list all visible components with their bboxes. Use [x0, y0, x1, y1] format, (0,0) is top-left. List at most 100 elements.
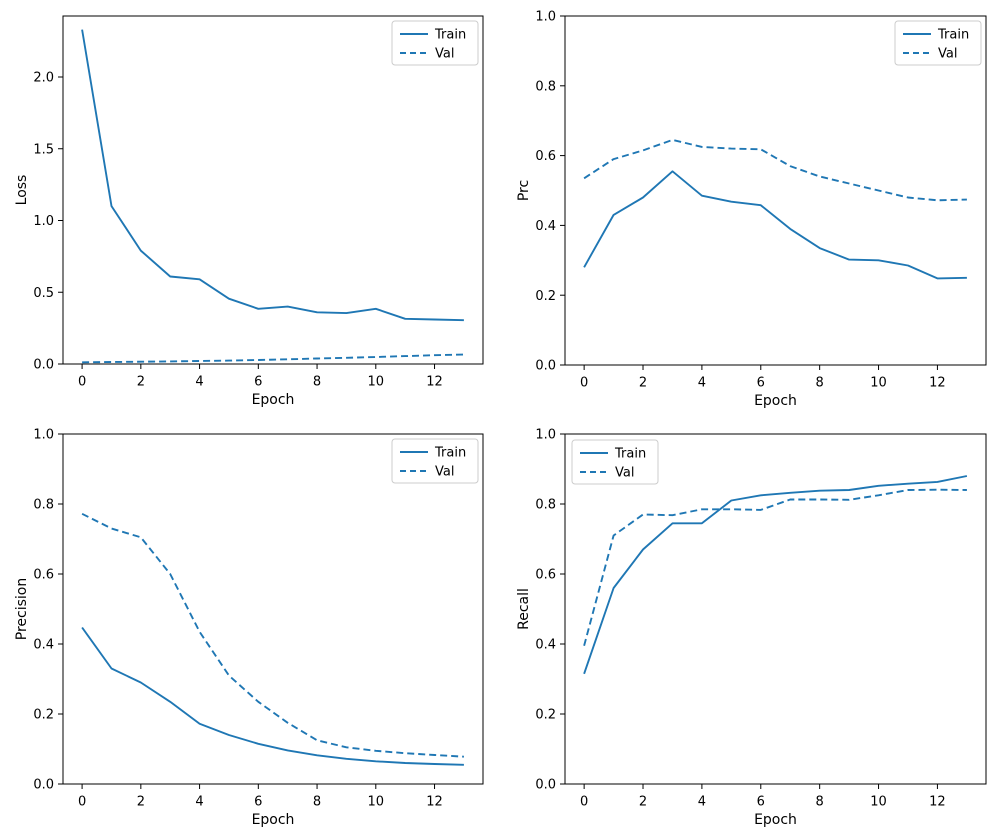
y-tick-label: 1.0: [33, 214, 54, 229]
prc-plot-area: [564, 15, 987, 366]
precision-xlabel: Epoch: [252, 812, 295, 828]
loss-train-line: [81, 29, 464, 322]
x-tick-label: 0: [78, 795, 86, 810]
precision-ylabel: Precision: [14, 578, 30, 640]
legend-box: [571, 439, 659, 485]
recall-train-line: [583, 475, 968, 675]
recall-chart: 0.0 0.2 0.4 0.6 0.8 1.0 0 2 4 6 8 10 12 Epoch Recall Tr…: [516, 428, 987, 828]
prc-legend: Train Val: [894, 20, 982, 66]
loss-plot-area: [62, 15, 484, 365]
recall-x-axis: 0 2 4 6 8 10 12: [580, 784, 946, 810]
prc-train-line: [583, 170, 967, 280]
y-tick-label: 2.0: [33, 71, 54, 86]
loss-xlabel: Epoch: [252, 392, 295, 408]
x-tick-label: 6: [757, 795, 765, 810]
loss-x-axis: 0 2 4 6 8 10 12: [78, 364, 443, 390]
x-tick-label: 12: [929, 376, 946, 391]
prc-y-axis: 0.0 0.2 0.4 0.6 0.8 1.0: [535, 10, 565, 374]
y-tick-label: 0.2: [535, 708, 556, 723]
loss-y-axis: 0.0 0.5 1.0 1.5 2.0: [33, 71, 63, 373]
y-tick-label: 0.0: [33, 778, 54, 793]
loss-ylabel: Loss: [14, 175, 30, 206]
x-tick-label: 10: [870, 795, 887, 810]
x-tick-label: 0: [78, 375, 86, 390]
x-tick-label: 4: [195, 375, 203, 390]
legend-val-label: Val: [435, 465, 454, 480]
x-tick-label: 10: [870, 376, 887, 391]
legend-train-label: Train: [937, 28, 969, 43]
x-tick-label: 12: [929, 795, 946, 810]
y-tick-label: 0.8: [535, 79, 556, 94]
x-tick-label: 12: [426, 375, 443, 390]
y-tick-label: 0.0: [535, 359, 556, 374]
x-tick-label: 8: [313, 375, 321, 390]
y-tick-label: 0.2: [535, 289, 556, 304]
x-tick-label: 8: [816, 376, 824, 391]
y-tick-label: 1.5: [33, 142, 54, 157]
prc-val-line: [583, 138, 967, 202]
x-tick-label: 6: [757, 376, 765, 391]
y-tick-label: 0.4: [535, 219, 556, 234]
x-tick-label: 6: [254, 375, 262, 390]
x-tick-label: 8: [313, 795, 321, 810]
recall-xlabel: Epoch: [754, 812, 797, 828]
x-tick-label: 4: [195, 795, 203, 810]
prc-xlabel: Epoch: [754, 393, 797, 409]
y-tick-label: 1.0: [535, 428, 556, 443]
x-tick-label: 8: [816, 795, 824, 810]
legend-train-label: Train: [614, 447, 646, 462]
x-tick-label: 10: [368, 795, 385, 810]
precision-train-line: [81, 626, 464, 766]
legend-box: [894, 20, 982, 66]
precision-chart: 0.0 0.2 0.4 0.6 0.8 1.0 0 2 4 6 8 10 12 Epoch Precisio…: [14, 428, 484, 828]
x-tick-label: 4: [698, 376, 706, 391]
x-tick-label: 2: [137, 795, 145, 810]
x-tick-label: 2: [639, 376, 647, 391]
prc-ylabel: Prc: [516, 180, 532, 201]
precision-x-axis: 0 2 4 6 8 10 12: [78, 784, 443, 810]
y-tick-label: 0.0: [33, 358, 54, 373]
legend-box: [391, 20, 479, 66]
legend-val-label: Val: [615, 466, 634, 481]
y-tick-label: 0.6: [535, 149, 556, 164]
y-tick-label: 1.0: [535, 10, 556, 25]
precision-val-line: [81, 512, 464, 758]
x-tick-label: 12: [426, 795, 443, 810]
precision-plot-area: [62, 433, 484, 785]
y-tick-label: 0.8: [33, 498, 54, 513]
prc-x-axis: 0 2 4 6 8 10 12: [580, 365, 946, 391]
legend-val-label: Val: [938, 47, 957, 62]
legend-train-label: Train: [434, 28, 466, 43]
x-tick-label: 2: [639, 795, 647, 810]
legend-train-label: Train: [434, 446, 466, 461]
y-tick-label: 0.5: [33, 286, 54, 301]
recall-ylabel: Recall: [516, 588, 532, 630]
y-tick-label: 0.2: [33, 708, 54, 723]
x-tick-label: 6: [254, 795, 262, 810]
y-tick-label: 0.6: [535, 568, 556, 583]
x-tick-label: 4: [698, 795, 706, 810]
y-tick-label: 0.4: [535, 638, 556, 653]
x-tick-label: 0: [580, 795, 588, 810]
recall-y-axis: 0.0 0.2 0.4 0.6 0.8 1.0: [535, 428, 565, 793]
legend-box: [391, 438, 479, 484]
loss-legend: Train Val: [391, 20, 479, 66]
recall-plot-area: [564, 433, 987, 785]
x-tick-label: 2: [137, 375, 145, 390]
y-tick-label: 0.4: [33, 638, 54, 653]
y-tick-label: 1.0: [33, 428, 54, 443]
loss-val-line: [82, 353, 464, 364]
legend-val-label: Val: [435, 47, 454, 62]
x-tick-label: 10: [368, 375, 385, 390]
loss-chart: 0.0 0.5 1.0 1.5 2.0 0 2 4 6 8 10 12 Epoch Loss Train Va…: [14, 15, 484, 408]
y-tick-label: 0.0: [535, 778, 556, 793]
prc-chart: 0.0 0.2 0.4 0.6 0.8 1.0 0 2 4 6 8 10 12 Epoch Prc Train…: [516, 10, 987, 409]
x-tick-label: 0: [580, 376, 588, 391]
y-tick-label: 0.6: [33, 568, 54, 583]
recall-legend: Train Val: [571, 439, 659, 485]
precision-legend: Train Val: [391, 438, 479, 484]
precision-y-axis: 0.0 0.2 0.4 0.6 0.8 1.0: [33, 428, 63, 793]
recall-val-line: [583, 488, 967, 647]
